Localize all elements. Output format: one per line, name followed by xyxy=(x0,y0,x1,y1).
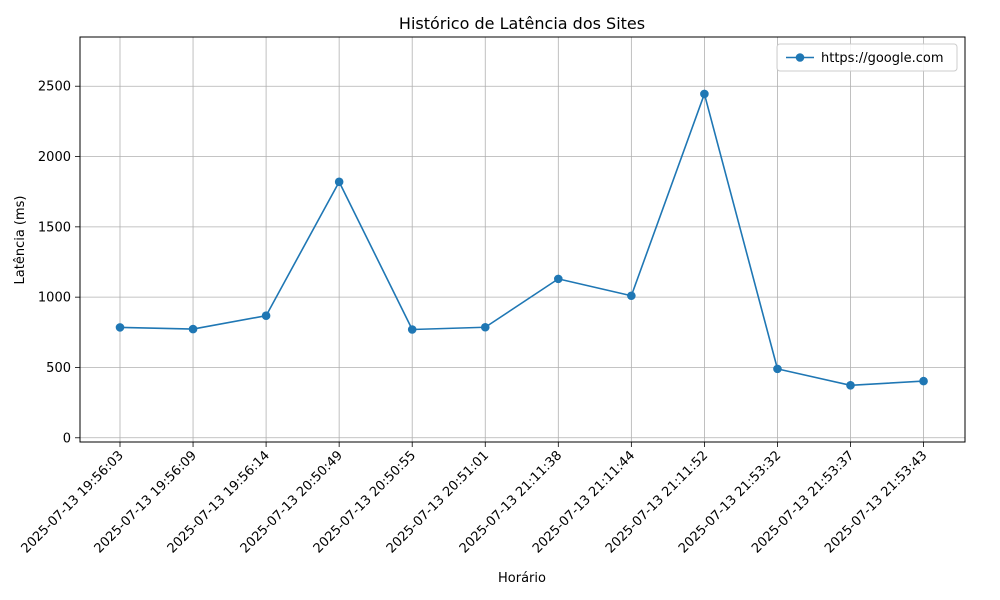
legend: https://google.com xyxy=(776,43,958,72)
y-tick-label: 500 xyxy=(46,361,71,376)
data-point xyxy=(480,322,490,332)
data-point xyxy=(846,381,855,390)
y-tick-label: 1000 xyxy=(38,291,71,306)
series-line xyxy=(119,93,924,387)
data-point xyxy=(700,89,709,99)
data-point xyxy=(773,364,782,374)
y-axis-label: Latência (ms) xyxy=(13,196,28,285)
chart-title: Histórico de Latência dos Sites xyxy=(399,14,645,33)
y-axis-ticks: 0 500 1000 1500 2000 2500 xyxy=(38,80,80,446)
series-lines xyxy=(119,93,924,387)
data-point xyxy=(261,311,271,321)
legend-label: https://google.com xyxy=(821,51,944,66)
y-tick-label: 2500 xyxy=(38,80,71,95)
legend-box xyxy=(776,43,958,72)
data-point xyxy=(334,177,344,187)
grid xyxy=(80,37,965,442)
data-point xyxy=(188,324,198,334)
data-point xyxy=(554,274,563,284)
data-point xyxy=(407,325,417,334)
y-tick-label: 1500 xyxy=(38,220,71,235)
y-tick-label: 0 xyxy=(63,431,71,446)
y-tick-label: 2000 xyxy=(38,150,71,165)
data-point xyxy=(919,376,928,386)
data-point xyxy=(115,323,125,332)
x-axis-label: Horário xyxy=(498,571,546,586)
plot-frame xyxy=(79,36,966,443)
series-markers xyxy=(115,89,928,390)
legend-marker xyxy=(795,53,805,62)
data-point xyxy=(627,291,636,301)
